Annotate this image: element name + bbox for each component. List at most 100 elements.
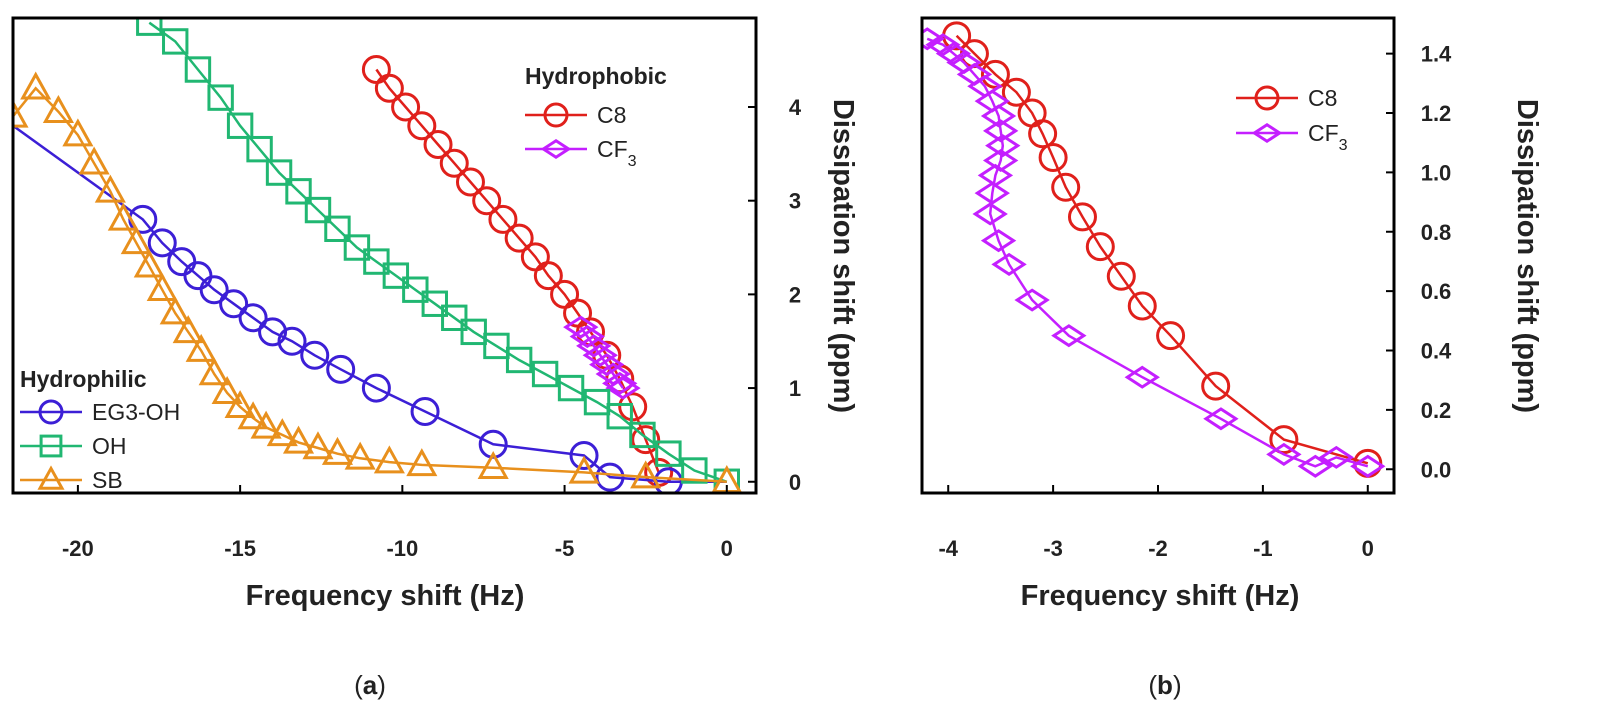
y-axis-label-b: Dissipation shift (ppm) — [1511, 99, 1543, 413]
data-point-c8-a — [423, 129, 453, 159]
data-point-eg3-oh-a — [277, 326, 307, 356]
data-point-oh-a — [681, 457, 708, 484]
data-point-cf3-a — [605, 376, 641, 400]
data-point-eg3-oh-a — [410, 396, 440, 426]
data-point-oh-a — [246, 135, 273, 163]
legend-label-cf3-a: CF3 — [597, 136, 637, 170]
series-line-c8-b — [955, 34, 1369, 465]
data-point-cf3-b — [980, 104, 1017, 128]
chart-panel-a: -20 -15 -10 -5 0 0 1 2 3 4 Frequency shift (Hz) D… — [11, 16, 859, 700]
legend-swatch-marker-eg3-oh-a — [38, 399, 64, 425]
legend-title-hydrophobic-a: Hydrophobic — [525, 63, 667, 89]
y-tick-label-b-6: 1.2 — [1421, 101, 1452, 126]
data-point-eg3-oh-a — [258, 317, 288, 347]
data-point-oh-a — [136, 18, 163, 36]
data-point-oh-a — [285, 178, 312, 205]
series-cf3-b — [922, 27, 1386, 478]
legend-entry-oh-a: OH — [20, 433, 127, 459]
x-tick-label-a-4: 0 — [721, 536, 733, 561]
chart-panel-b: -4 -3 -2 -1 0 0.0 0.2 0.4 0.6 0.8 1.0 1.2 1.4 Freque… — [920, 16, 1543, 700]
data-point-cf3-b — [935, 42, 972, 66]
series-line-sb-a — [13, 86, 727, 484]
data-point-c8-b — [1085, 232, 1115, 262]
data-point-oh-a — [583, 388, 611, 416]
data-point-cf3-a — [563, 315, 599, 339]
data-point-c8-a — [455, 167, 485, 197]
data-point-oh-a — [162, 28, 189, 55]
data-point-oh-a — [483, 332, 510, 360]
data-point-eg3-oh-a — [569, 441, 599, 471]
data-point-sb-a — [568, 455, 600, 484]
legend-entry-c8-b: C8 — [1236, 85, 1337, 111]
legend-label-sb-a: SB — [92, 467, 123, 493]
legend-swatch-marker-sb-a — [37, 465, 65, 490]
y-tick-label-a-3: 3 — [789, 189, 801, 214]
y-tick-label-a-4: 4 — [789, 95, 802, 120]
data-point-sb-a — [172, 315, 204, 344]
series-sb-a — [13, 71, 743, 493]
data-point-sb-a — [62, 118, 94, 147]
legend-a: Hydrophobic C8 CF3 Hydrophilic EG3-OH OH SB — [20, 63, 667, 493]
data-point-cf3-b — [991, 252, 1027, 276]
data-point-cf3-b — [925, 33, 961, 57]
y-tick-label-b-7: 1.4 — [1421, 42, 1452, 67]
x-axis-label-a: Frequency shift (Hz) — [246, 580, 525, 612]
data-point-eg3-oh-a — [300, 340, 330, 370]
data-point-cf3-b — [980, 229, 1017, 253]
data-point-c8-a — [407, 111, 437, 141]
data-point-c8-a — [391, 92, 421, 122]
legend-label-c8-b: C8 — [1308, 85, 1337, 111]
legend-title-hydrophilic-a: Hydrophilic — [20, 366, 147, 392]
data-point-eg3-oh-a — [199, 275, 229, 305]
data-point-cf3-b — [1051, 324, 1087, 348]
data-point-oh-a — [382, 262, 410, 289]
data-point-oh-a — [629, 421, 656, 449]
x-tick-label-b-1: -3 — [1043, 536, 1063, 561]
data-point-sb-a — [282, 425, 315, 454]
data-point-oh-a — [226, 112, 254, 139]
data-point-sb-a — [159, 296, 191, 325]
data-point-c8-a — [631, 425, 661, 455]
series-line-oh-a — [148, 21, 728, 483]
panel-label-b: (b) — [1148, 670, 1181, 700]
data-point-cf3-a — [569, 324, 605, 349]
panel-label-a-letter: a — [363, 670, 378, 700]
data-point-cf3-b — [982, 119, 1019, 143]
series-line-cf3-b — [926, 37, 1369, 468]
data-point-oh-a — [421, 290, 448, 317]
panel-label-b-letter: b — [1157, 670, 1173, 700]
x-tick-label-a-1: -15 — [224, 536, 256, 561]
panel-label-a: (a) — [354, 670, 386, 700]
legend-label-c8-a: C8 — [597, 102, 626, 128]
series-line-eg3-oh-a — [13, 124, 727, 484]
legend-swatch-marker-c8-a — [543, 102, 569, 128]
x-axis-label-b: Frequency shift (Hz) — [1021, 580, 1300, 612]
data-point-sb-a — [146, 272, 178, 301]
data-point-c8-a — [504, 223, 534, 253]
data-point-cf3-b — [1350, 454, 1386, 478]
data-point-sb-a — [20, 71, 52, 100]
data-point-oh-a — [402, 276, 429, 303]
data-point-sb-a — [120, 226, 152, 255]
legend-label-oh-a: OH — [92, 433, 127, 459]
data-point-c8-a — [533, 261, 563, 291]
y-tick-label-b-3: 0.6 — [1421, 279, 1452, 304]
x-tick-label-b-0: -4 — [938, 536, 958, 561]
legend-entry-sb-a: SB — [20, 465, 123, 493]
legend-swatch-marker-oh-a — [39, 434, 63, 458]
data-point-c8-a — [488, 204, 518, 234]
data-point-eg3-oh-a — [219, 289, 249, 319]
data-point-sb-a — [198, 357, 230, 386]
data-point-sb-a — [266, 418, 298, 447]
data-point-sb-a — [78, 146, 110, 175]
x-tick-label-a-0: -20 — [62, 536, 94, 561]
data-point-oh-a — [343, 234, 371, 261]
data-point-oh-a — [184, 56, 212, 83]
data-point-sb-a — [344, 441, 376, 470]
series-line-c8-a — [375, 68, 660, 473]
x-tick-label-b-2: -2 — [1148, 536, 1168, 561]
series-cf3-a — [563, 315, 641, 400]
data-point-sb-a — [133, 249, 165, 278]
data-point-c8-b — [1067, 202, 1097, 232]
